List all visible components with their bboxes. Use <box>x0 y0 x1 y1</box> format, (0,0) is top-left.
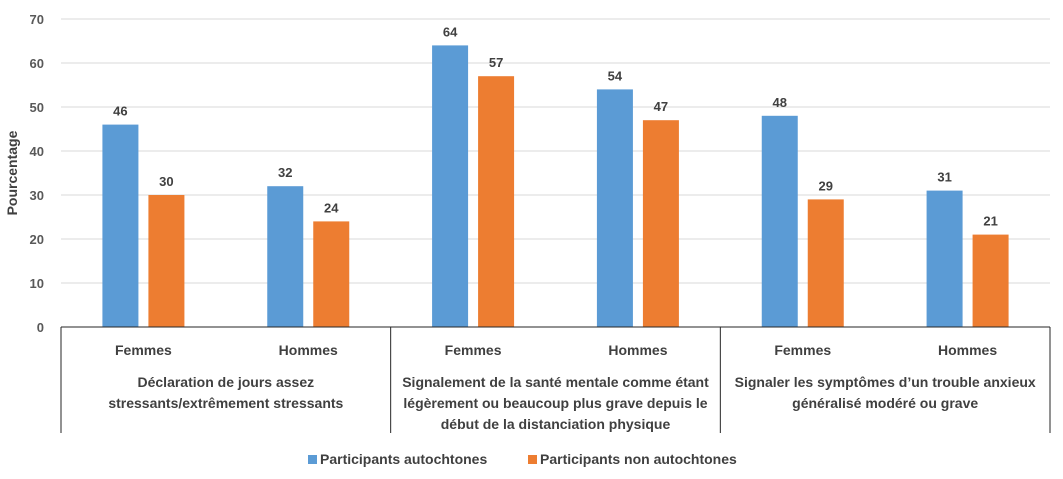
y-axis-label: Pourcentage <box>4 130 20 215</box>
legend-swatch <box>308 455 317 464</box>
gridlines <box>61 18 1050 284</box>
data-labels: 46 30 32 24 64 57 54 47 48 29 31 21 <box>113 24 998 228</box>
bar <box>267 186 304 327</box>
group-label: stressants/extrêmement stressants <box>108 395 343 411</box>
data-label: 21 <box>983 214 997 229</box>
bar <box>642 120 679 327</box>
legend: Participants autochtones Participants non… <box>308 451 737 467</box>
group-label: Déclaration de jours assez <box>138 374 315 390</box>
bar <box>596 89 633 328</box>
subcategory-label: Femmes <box>115 342 172 358</box>
y-tick-label: 30 <box>30 188 44 203</box>
y-tick-label: 10 <box>30 276 44 291</box>
bar <box>807 199 844 327</box>
data-label: 24 <box>324 200 339 215</box>
bar <box>972 234 1009 327</box>
y-tick-label: 50 <box>30 100 44 115</box>
bar <box>432 45 469 328</box>
bar <box>478 76 515 327</box>
bar <box>148 195 185 327</box>
legend-swatch <box>528 455 537 464</box>
category-labels: Femmes Hommes Déclaration de jours assez st… <box>108 342 1036 432</box>
data-label: 32 <box>278 165 292 180</box>
y-axis-ticks: 0 10 20 30 40 50 60 70 <box>30 12 44 335</box>
data-label: 29 <box>819 178 833 193</box>
data-label: 31 <box>937 170 951 185</box>
group-label: Signalement de la santé mentale comme ét… <box>402 374 709 390</box>
data-label: 46 <box>113 104 127 119</box>
y-tick-label: 0 <box>37 320 44 335</box>
data-label: 48 <box>773 95 787 110</box>
group-label: Signaler les symptômes d’un trouble anxi… <box>735 374 1036 390</box>
legend-label: Participants autochtones <box>320 451 487 467</box>
bar <box>313 221 350 327</box>
group-label: légèrement ou beaucoup plus grave depuis… <box>403 395 707 411</box>
y-tick-label: 40 <box>30 144 44 159</box>
group-label: généralisé modéré ou grave <box>792 395 978 411</box>
data-label: 64 <box>443 24 458 39</box>
subcategory-label: Femmes <box>774 342 831 358</box>
subcategory-label: Hommes <box>279 342 338 358</box>
subcategory-label: Hommes <box>608 342 667 358</box>
y-tick-label: 70 <box>30 12 44 27</box>
subcategory-label: Femmes <box>445 342 502 358</box>
legend-label: Participants non autochtones <box>540 451 737 467</box>
data-label: 54 <box>608 68 623 83</box>
bar <box>761 115 798 327</box>
bar <box>926 190 963 327</box>
data-label: 30 <box>159 174 173 189</box>
data-label: 47 <box>654 99 668 114</box>
bar <box>102 124 139 327</box>
y-tick-label: 20 <box>30 232 44 247</box>
subcategory-label: Hommes <box>938 342 997 358</box>
group-label: début de la distanciation physique <box>441 416 671 432</box>
bars <box>102 45 1009 328</box>
data-label: 57 <box>489 55 503 70</box>
category-axis <box>60 326 1051 433</box>
y-tick-label: 60 <box>30 56 44 71</box>
